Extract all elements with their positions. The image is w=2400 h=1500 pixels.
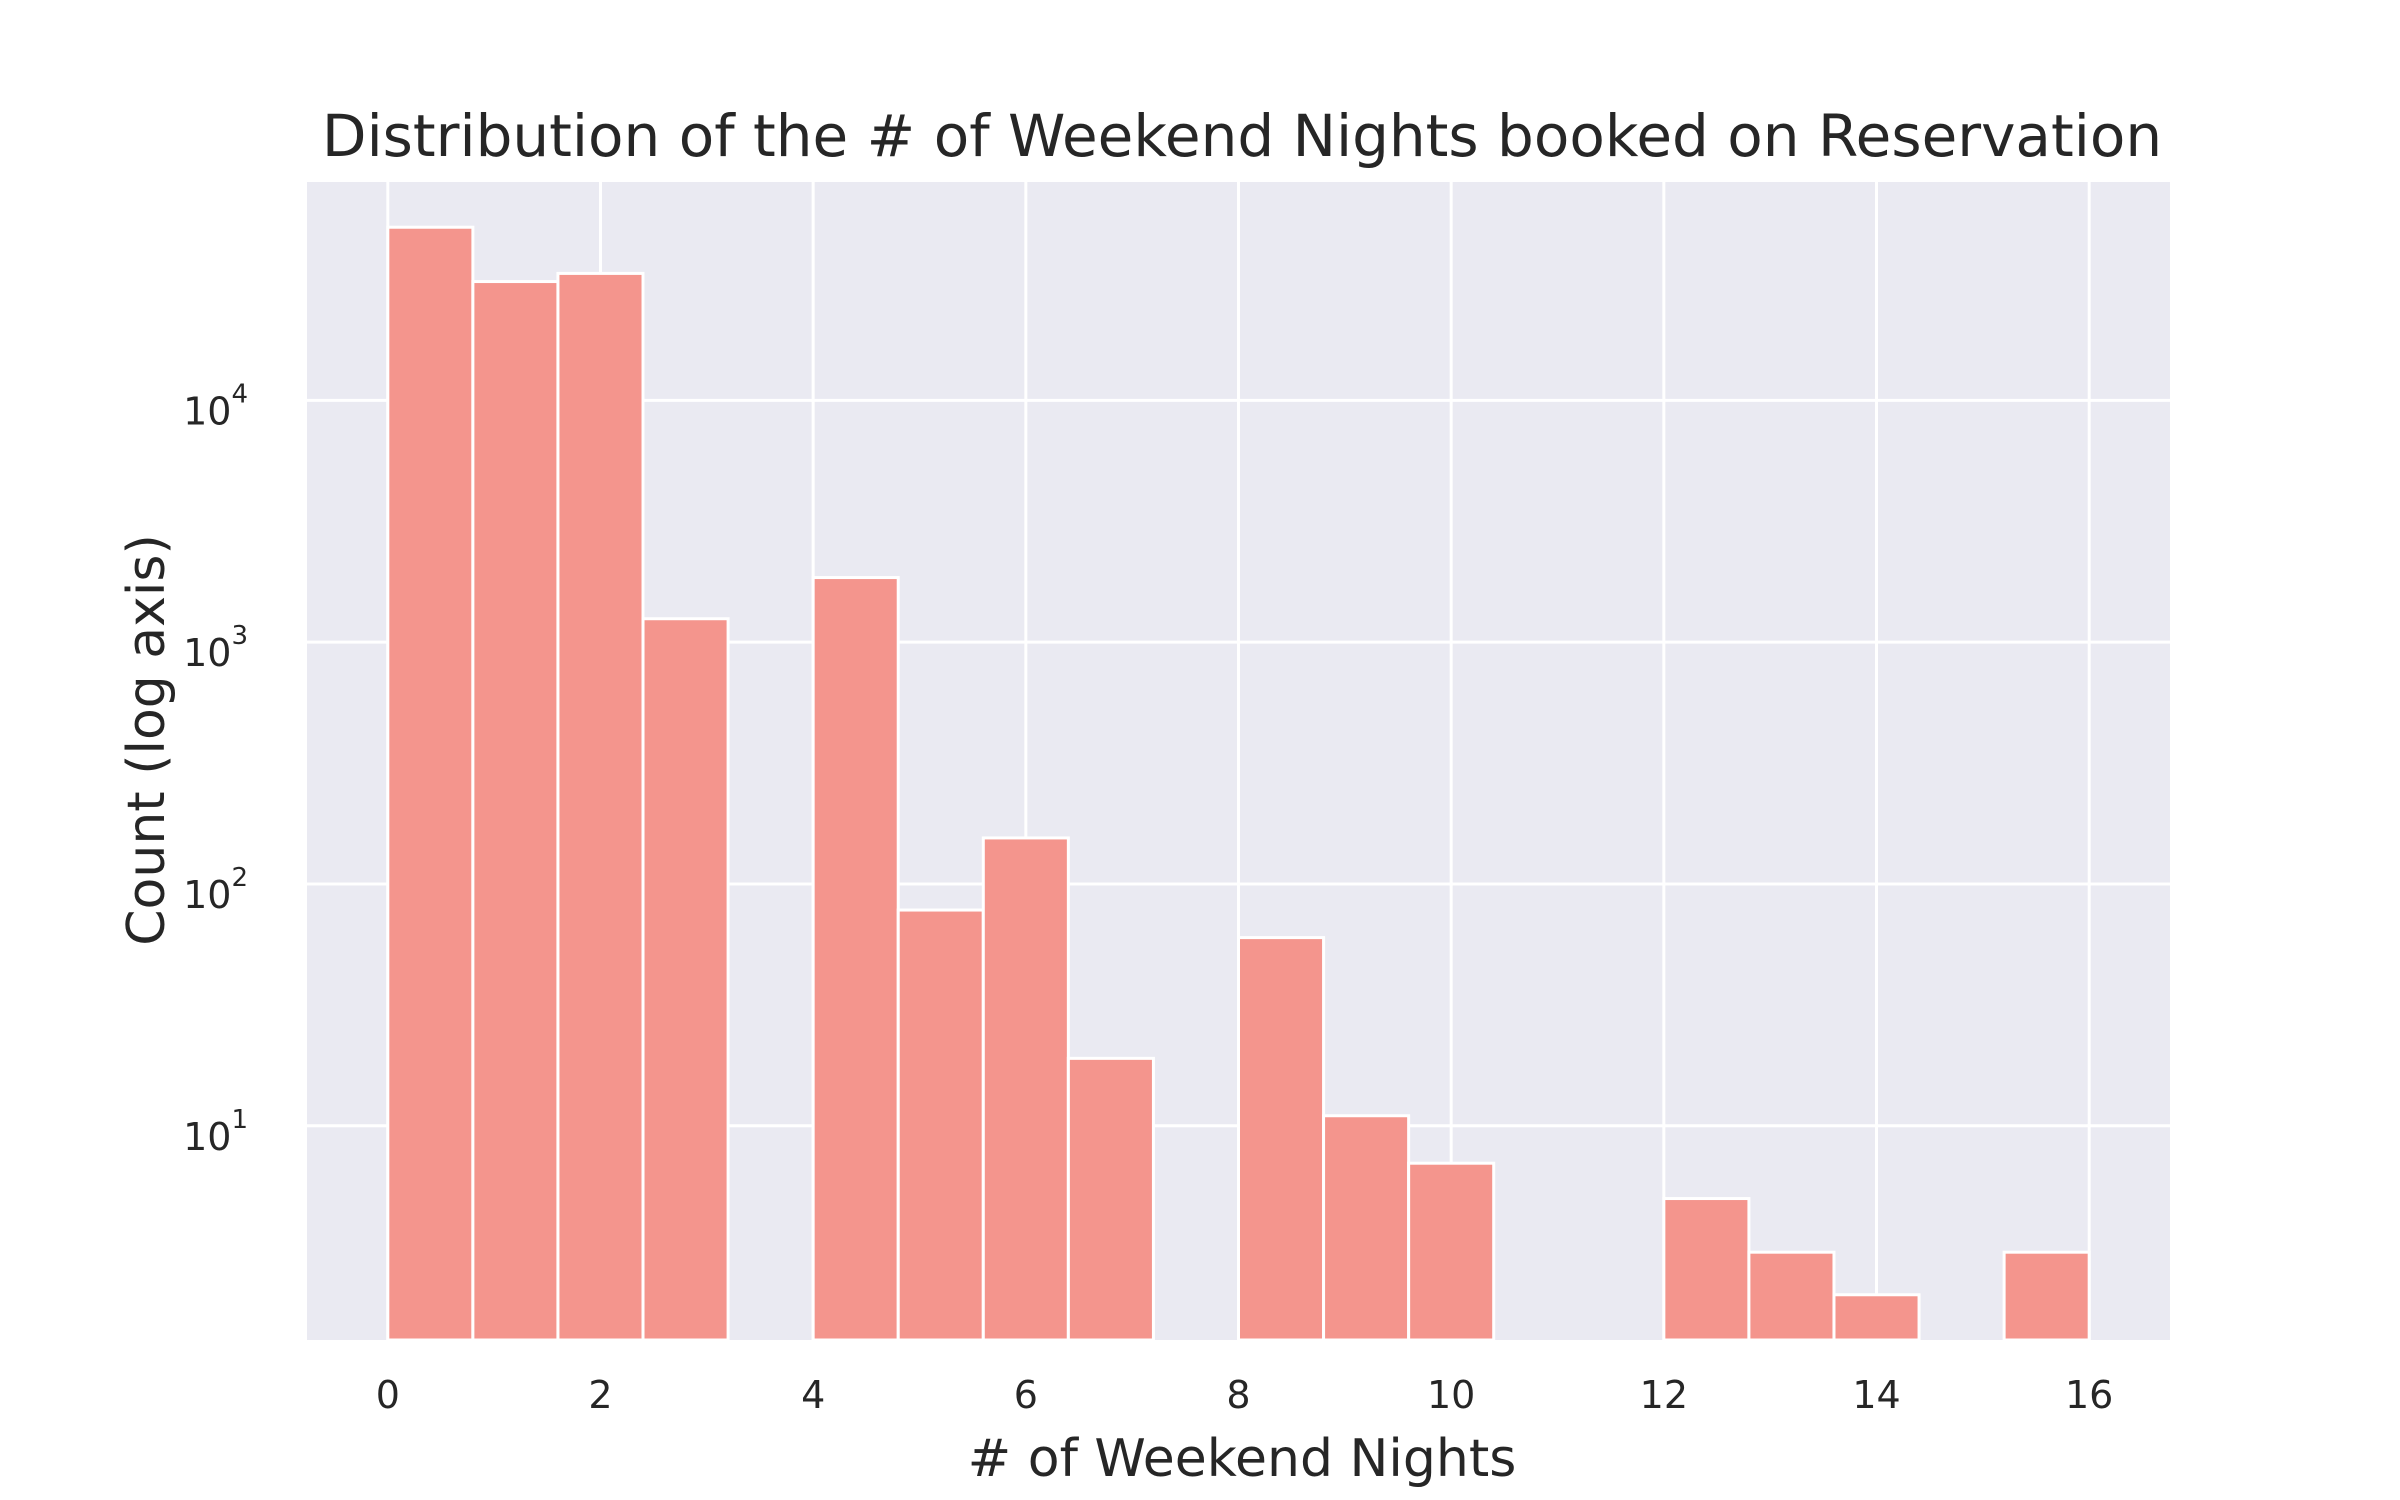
y-tick-label: 101 [183, 1105, 248, 1159]
y-axis-label: Count (log axis) [117, 534, 177, 946]
histogram-bar [1237, 936, 1326, 1342]
y-tick-label: 102 [183, 863, 248, 917]
bars [386, 225, 2091, 1342]
x-tick-label: 14 [1852, 1373, 1900, 1417]
x-tick-label: 12 [1640, 1373, 1688, 1417]
y-tick-label: 103 [183, 621, 248, 675]
x-axis-ticks: 0 2 4 6 8 10 12 14 16 [376, 1373, 2114, 1417]
histogram-bar [471, 280, 560, 1342]
histogram-bar [2002, 1250, 2091, 1342]
x-tick-label: 0 [376, 1373, 400, 1417]
histogram-bar [1832, 1293, 1921, 1342]
histogram-bar [1747, 1250, 1836, 1342]
x-tick-label: 10 [1427, 1373, 1475, 1417]
histogram-bar [1662, 1197, 1751, 1342]
histogram-bar [1407, 1161, 1496, 1342]
x-tick-label: 16 [2065, 1373, 2113, 1417]
x-tick-label: 4 [801, 1373, 825, 1417]
histogram-bar [1066, 1056, 1155, 1342]
y-axis-ticks: 101 102 103 104 [183, 379, 248, 1158]
x-tick-label: 8 [1226, 1373, 1250, 1417]
x-axis-label: # of Weekend Nights [968, 1429, 1517, 1489]
x-tick-label: 2 [588, 1373, 612, 1417]
histogram-bar [1322, 1114, 1411, 1342]
histogram-bar [386, 225, 475, 1342]
histogram-bar [811, 576, 900, 1342]
histogram-bar [641, 617, 730, 1342]
histogram-bar [556, 271, 645, 1342]
chart-title: Distribution of the # of Weekend Nights … [322, 102, 2162, 170]
histogram-bar [896, 908, 985, 1342]
x-tick-label: 6 [1014, 1373, 1038, 1417]
y-tick-label: 104 [183, 379, 248, 433]
histogram-bar [981, 836, 1070, 1342]
